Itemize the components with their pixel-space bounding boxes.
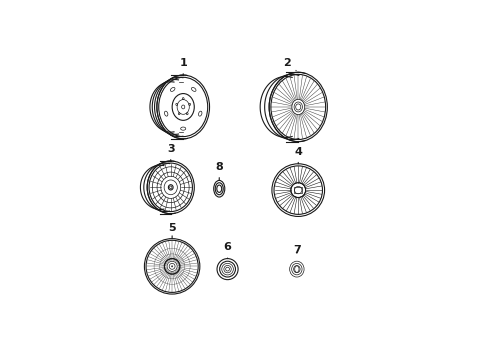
- Text: 5: 5: [168, 223, 176, 239]
- Ellipse shape: [164, 258, 180, 274]
- Text: 2: 2: [283, 58, 296, 71]
- Text: 8: 8: [216, 162, 223, 180]
- Text: 1: 1: [179, 58, 187, 75]
- Text: 6: 6: [223, 243, 231, 258]
- Text: 4: 4: [294, 147, 302, 164]
- Text: 7: 7: [293, 245, 301, 255]
- Text: 3: 3: [167, 144, 174, 161]
